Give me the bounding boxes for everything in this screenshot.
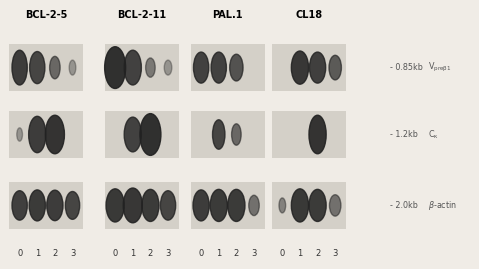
Bar: [272, 182, 346, 229]
Ellipse shape: [123, 188, 142, 223]
Text: 1: 1: [34, 249, 40, 258]
Ellipse shape: [309, 189, 326, 221]
Ellipse shape: [17, 128, 23, 141]
Bar: [191, 182, 264, 229]
Bar: [9, 44, 83, 91]
Ellipse shape: [193, 190, 209, 221]
Text: 3: 3: [165, 249, 171, 258]
Bar: [191, 44, 264, 91]
Ellipse shape: [211, 52, 227, 83]
Text: $\mathrm{V_{pre\beta 1}}$: $\mathrm{V_{pre\beta 1}}$: [428, 61, 452, 74]
Text: $\mathrm{C_{\kappa}}$: $\mathrm{C_{\kappa}}$: [428, 128, 439, 141]
Text: 0: 0: [113, 249, 118, 258]
Text: - 1.2kb: - 1.2kb: [390, 130, 418, 139]
Ellipse shape: [46, 115, 65, 154]
Ellipse shape: [124, 50, 141, 85]
Ellipse shape: [50, 56, 60, 79]
Text: 2: 2: [52, 249, 57, 258]
Ellipse shape: [309, 52, 326, 83]
Text: 2: 2: [234, 249, 239, 258]
Text: 3: 3: [332, 249, 338, 258]
Ellipse shape: [160, 191, 176, 220]
Ellipse shape: [291, 51, 308, 84]
Text: 1: 1: [297, 249, 303, 258]
Ellipse shape: [230, 54, 243, 81]
Bar: [104, 111, 179, 158]
Ellipse shape: [194, 52, 209, 83]
Text: 3: 3: [70, 249, 75, 258]
Bar: [104, 182, 179, 229]
Ellipse shape: [140, 114, 161, 155]
Text: 0: 0: [198, 249, 204, 258]
Text: - 0.85kb: - 0.85kb: [390, 63, 423, 72]
Ellipse shape: [309, 115, 326, 154]
Ellipse shape: [228, 189, 245, 221]
Text: 2: 2: [315, 249, 320, 258]
Text: BCL-2-5: BCL-2-5: [25, 10, 67, 20]
Ellipse shape: [213, 120, 225, 149]
Bar: [104, 44, 179, 91]
Ellipse shape: [65, 192, 80, 219]
Text: 0: 0: [17, 249, 22, 258]
Text: PAL.1: PAL.1: [212, 10, 243, 20]
Text: 1: 1: [130, 249, 136, 258]
Ellipse shape: [164, 60, 172, 75]
Text: BCL-2-11: BCL-2-11: [117, 10, 166, 20]
Text: CL18: CL18: [295, 10, 322, 20]
Bar: [272, 44, 346, 91]
Text: 1: 1: [216, 249, 221, 258]
Text: $\beta$-actin: $\beta$-actin: [428, 199, 457, 212]
Ellipse shape: [232, 124, 241, 145]
Ellipse shape: [30, 52, 45, 84]
Bar: [191, 111, 264, 158]
Text: 2: 2: [148, 249, 153, 258]
Bar: [9, 111, 83, 158]
Ellipse shape: [142, 189, 159, 221]
Ellipse shape: [104, 47, 125, 89]
Ellipse shape: [124, 117, 141, 152]
Ellipse shape: [106, 189, 124, 222]
Ellipse shape: [12, 50, 27, 85]
Ellipse shape: [146, 58, 155, 77]
Ellipse shape: [279, 198, 285, 213]
Bar: [272, 111, 346, 158]
Ellipse shape: [249, 195, 259, 215]
Ellipse shape: [47, 190, 63, 221]
Ellipse shape: [12, 191, 27, 220]
Ellipse shape: [291, 189, 308, 222]
Text: 3: 3: [251, 249, 257, 258]
Ellipse shape: [330, 195, 341, 216]
Text: - 2.0kb: - 2.0kb: [390, 201, 418, 210]
Bar: [9, 182, 83, 229]
Ellipse shape: [329, 55, 342, 80]
Ellipse shape: [69, 60, 76, 75]
Ellipse shape: [210, 189, 228, 221]
Ellipse shape: [29, 190, 46, 221]
Ellipse shape: [29, 116, 46, 153]
Text: 0: 0: [280, 249, 285, 258]
